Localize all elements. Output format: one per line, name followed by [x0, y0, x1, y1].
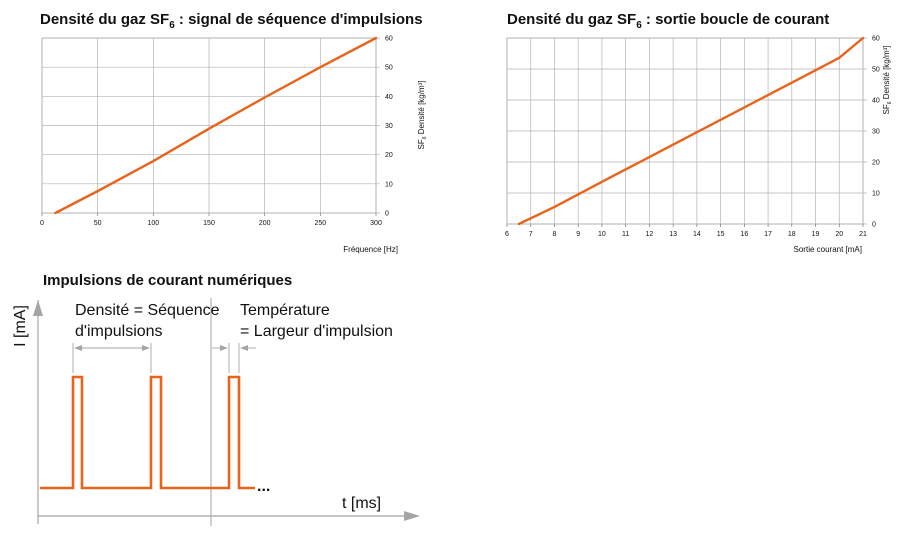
density-arrow-right — [142, 345, 150, 351]
c1-x-tick-label: 300 — [370, 220, 382, 227]
c2-x-tick-label: 19 — [812, 231, 820, 238]
c1-y-tick-label: 20 — [385, 152, 393, 159]
c1-x-tick-label: 250 — [314, 220, 326, 227]
pulse-continuation-dots: ... — [257, 478, 270, 495]
pulse-dimension-markers — [72, 343, 256, 373]
chart-current: Densité du gaz SF6 : sortie boucle de co… — [505, 11, 893, 254]
chart2-x-axis-label: Sortie courant [mA] — [794, 245, 862, 254]
c1-x-tick-label: 150 — [203, 220, 215, 227]
chart1-x-axis-label: Fréquence [Hz] — [343, 245, 398, 254]
c1-x-tick-label: 100 — [147, 220, 159, 227]
pulse-y-axis-arrow — [33, 300, 43, 316]
c1-x-tick-label: 0 — [40, 220, 44, 227]
c2-y-tick-label: 40 — [872, 98, 880, 105]
chart1-title: Densité du gaz SF6 : signal de séquence … — [40, 11, 423, 31]
c1-y-tick-label: 10 — [385, 181, 393, 188]
c2-x-tick-label: 6 — [505, 231, 509, 238]
c2-y-tick-label: 60 — [872, 36, 880, 43]
pulse-waveform — [40, 375, 255, 490]
chart2-series — [517, 36, 865, 226]
c2-x-tick-label: 12 — [646, 231, 654, 238]
c2-y-tick-label: 10 — [872, 191, 880, 198]
density-label-line1: Densité = Séquence — [75, 302, 220, 319]
c2-x-tick-label: 16 — [740, 231, 748, 238]
c2-x-tick-label: 18 — [788, 231, 796, 238]
density-arrow-left — [74, 345, 82, 351]
c2-x-tick-label: 15 — [717, 231, 725, 238]
chart2-y-ticks: 0 10 20 30 40 50 60 — [872, 36, 880, 229]
c1-series-line — [54, 36, 378, 215]
chart1-y-ticks: 0 10 20 30 40 50 60 — [385, 36, 393, 218]
density-label-line2: d'impulsions — [75, 323, 163, 340]
pulse-y-axis-label: I [mA] — [12, 305, 29, 347]
pulse-diagram: Impulsions de courant numériques I [mA] … — [12, 272, 420, 526]
c2-x-tick-label: 10 — [598, 231, 606, 238]
chart2-y-axis-label: SF6 Densité [kg/m³] — [882, 45, 893, 114]
c2-y-tick-label: 20 — [872, 160, 880, 167]
c1-y-tick-label: 0 — [385, 211, 389, 218]
pulse-diagram-title: Impulsions de courant numériques — [43, 272, 292, 289]
chart1-y-axis-label: SF6 Densité [kg/m³] — [417, 80, 428, 149]
temperature-label-line2: = Largeur d'impulsion — [240, 323, 393, 340]
c2-y-tick-label: 50 — [872, 67, 880, 74]
c2-x-tick-label: 17 — [764, 231, 772, 238]
c2-y-tick-label: 0 — [872, 222, 876, 229]
c2-y-tick-label: 30 — [872, 129, 880, 136]
width-arrow-left — [220, 345, 228, 351]
chart2-x-ticks: 6 7 8 9 10 11 12 13 14 15 16 17 18 19 20 21 — [505, 224, 867, 238]
c2-x-tick-label: 8 — [553, 231, 557, 238]
c2-x-tick-label: 14 — [693, 231, 701, 238]
c1-y-tick-label: 50 — [385, 65, 393, 72]
c2-x-tick-label: 11 — [622, 231, 629, 238]
c2-series-line — [517, 36, 865, 226]
chart1-grid — [41, 37, 380, 214]
c1-x-tick-label: 200 — [259, 220, 271, 227]
pulse-x-axis-label: t [ms] — [342, 495, 381, 512]
pulse-x-axis-arrow — [404, 511, 420, 521]
c2-x-tick-label: 20 — [835, 231, 843, 238]
chart2-title: Densité du gaz SF6 : sortie boucle de co… — [507, 11, 829, 31]
c1-y-tick-label: 60 — [385, 36, 393, 43]
c1-y-tick-label: 40 — [385, 94, 393, 101]
c1-y-tick-label: 30 — [385, 123, 393, 130]
width-arrow-right — [240, 345, 248, 351]
c1-x-tick-label: 50 — [94, 220, 102, 227]
chart1-x-ticks: 0 50 100 150 200 250 300 — [40, 213, 382, 227]
temperature-label-line1: Température — [240, 302, 330, 319]
c2-x-tick-label: 7 — [529, 231, 533, 238]
chart2-grid — [506, 37, 867, 225]
chart-frequency: Densité du gaz SF6 : signal de séquence … — [40, 11, 428, 254]
c2-x-tick-label: 13 — [669, 231, 677, 238]
chart1-series — [54, 36, 378, 215]
c2-x-tick-label: 9 — [576, 231, 580, 238]
c2-x-tick-label: 21 — [859, 231, 867, 238]
